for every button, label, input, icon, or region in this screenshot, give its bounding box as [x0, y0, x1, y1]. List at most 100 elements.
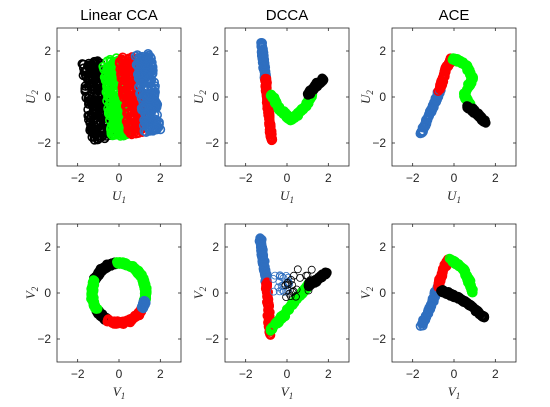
- x-tick-label: 2: [492, 171, 499, 185]
- y-tick-label: 0: [212, 286, 219, 300]
- data-point: [125, 317, 136, 328]
- y-tick-label: −2: [37, 136, 51, 150]
- x-tick-label: 2: [325, 171, 332, 185]
- axes-box: [224, 27, 350, 167]
- data-point: [289, 112, 300, 123]
- y-axis-label: U2: [358, 90, 375, 104]
- data-point: [106, 92, 116, 103]
- data-point: [263, 105, 274, 116]
- y-tick-label: 0: [212, 90, 219, 104]
- data-point: [289, 287, 298, 296]
- series-1: [256, 37, 272, 85]
- data-point: [146, 62, 157, 72]
- data-point: [286, 292, 295, 301]
- data-point: [441, 64, 451, 75]
- data-point: [274, 283, 283, 292]
- data-point: [265, 307, 275, 318]
- marker-layer: [415, 53, 491, 139]
- data-point: [138, 101, 149, 112]
- data-point: [84, 60, 94, 71]
- data-point: [124, 316, 135, 327]
- marker-layer: [77, 48, 166, 145]
- data-point: [106, 129, 117, 139]
- data-point: [306, 276, 315, 285]
- chart-panel-2: DCCA −2 0 2 −2 0 2 U1 U2: [191, 7, 350, 205]
- data-point: [140, 108, 150, 119]
- data-point: [139, 120, 149, 131]
- marker-layer: [254, 233, 332, 340]
- data-point: [310, 80, 321, 90]
- x-tick-label: 2: [325, 367, 332, 381]
- data-point: [91, 129, 101, 140]
- data-point: [130, 51, 141, 61]
- y-axis-label: V2: [23, 286, 40, 299]
- data-point: [435, 83, 446, 93]
- x-axis-label: V1: [281, 384, 293, 401]
- data-point: [279, 109, 289, 119]
- series-4: [302, 73, 329, 100]
- data-point: [110, 316, 120, 327]
- data-point: [90, 101, 100, 112]
- series-3: [444, 253, 478, 298]
- data-point: [294, 106, 305, 117]
- series-1: [415, 281, 444, 331]
- data-point: [283, 280, 292, 289]
- x-tick-label: −2: [71, 367, 85, 381]
- data-point: [145, 52, 156, 62]
- y-tick-label: 2: [44, 240, 51, 254]
- x-tick-label: 0: [116, 171, 123, 185]
- data-point: [85, 118, 95, 128]
- chart-panel-5: −2 0 2 −2 0 2 V1 V2: [191, 223, 350, 401]
- data-point: [259, 256, 270, 267]
- data-point: [302, 271, 311, 280]
- x-tick-label: 0: [451, 367, 458, 381]
- series-4: [436, 284, 490, 323]
- data-point: [130, 263, 140, 274]
- y-tick-label: 0: [44, 286, 51, 300]
- data-point: [269, 287, 278, 296]
- data-point: [461, 61, 472, 72]
- x-tick-label: −2: [239, 171, 253, 185]
- data-point: [266, 134, 277, 144]
- data-point: [91, 79, 102, 89]
- data-point: [442, 289, 453, 300]
- x-tick-label: −2: [71, 171, 85, 185]
- x-tick-label: 0: [116, 367, 123, 381]
- data-point: [259, 54, 269, 65]
- y-tick-label: 0: [379, 90, 386, 104]
- data-point: [274, 313, 285, 324]
- data-point: [137, 303, 148, 313]
- series-4: [462, 101, 491, 128]
- chart-panel-3: ACE −2 0 2 −2 0 2 U1 U2: [358, 7, 517, 205]
- data-point: [427, 104, 438, 115]
- data-point: [259, 263, 269, 273]
- data-point: [257, 42, 268, 52]
- series-7: [112, 257, 147, 282]
- data-point: [297, 286, 308, 297]
- data-point: [255, 237, 266, 247]
- data-point: [284, 304, 294, 315]
- chart-title: ACE: [439, 7, 470, 24]
- series-3: [86, 275, 103, 314]
- data-point: [452, 292, 463, 302]
- x-axis-label: V1: [113, 384, 125, 401]
- data-point: [147, 83, 157, 94]
- series-2: [433, 53, 457, 96]
- data-point: [121, 60, 131, 70]
- chart-title: DCCA: [266, 7, 309, 24]
- data-point: [443, 287, 454, 298]
- data-point: [457, 264, 468, 275]
- data-point: [125, 84, 135, 94]
- data-point: [267, 129, 277, 140]
- x-axis-label: U1: [280, 188, 294, 205]
- data-point: [466, 285, 477, 296]
- data-point: [78, 59, 89, 70]
- data-point: [462, 101, 472, 111]
- data-point: [475, 309, 486, 320]
- chart-panel-4: −2 0 2 −2 0 2 V1 V2: [23, 223, 182, 401]
- data-point: [122, 115, 133, 125]
- data-point: [141, 285, 151, 296]
- x-tick-label: −2: [239, 367, 253, 381]
- data-point: [279, 274, 288, 283]
